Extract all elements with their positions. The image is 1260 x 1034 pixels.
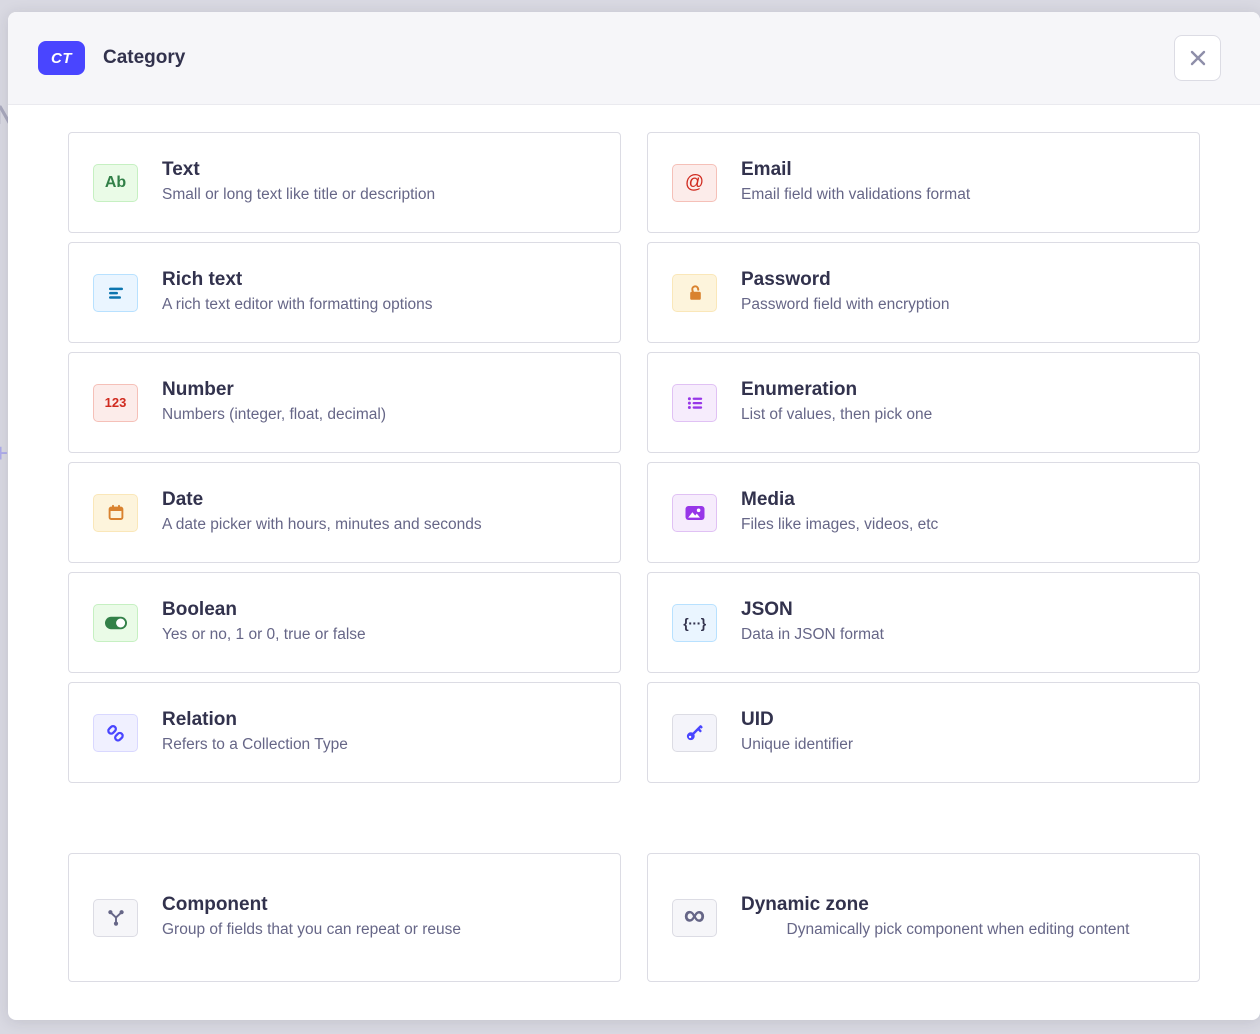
field-description: Small or long text like title or descrip… <box>162 186 436 204</box>
field-title: Rich text <box>162 268 243 290</box>
field-description: Unique identifier <box>741 736 854 754</box>
uid-icon <box>672 713 717 752</box>
modal-header: CT Category <box>8 12 1260 105</box>
field-title: Enumeration <box>741 378 858 400</box>
advanced-fields-grid: Component Group of fields that you can r… <box>68 853 1200 982</box>
field-title: Boolean <box>162 598 237 620</box>
field-description: Password field with encryption <box>741 296 950 314</box>
field-type-modal: CT Category Ab Text Small or long text l… <box>8 12 1260 1020</box>
content-type-badge: CT <box>38 41 85 75</box>
field-title: UID <box>741 708 774 730</box>
field-title: Dynamic zone <box>741 893 869 915</box>
field-description: Yes or no, 1 or 0, true or false <box>162 626 366 644</box>
enumeration-icon <box>672 383 717 422</box>
field-description: List of values, then pick one <box>741 406 933 424</box>
field-title: JSON <box>741 598 793 620</box>
rich-text-icon <box>93 273 138 312</box>
field-description: Email field with validations format <box>741 186 971 204</box>
field-title: Relation <box>162 708 237 730</box>
field-description: Files like images, videos, etc <box>741 516 939 534</box>
field-title: Number <box>162 378 234 400</box>
field-card-boolean[interactable]: Boolean Yes or no, 1 or 0, true or false <box>68 572 621 673</box>
field-description: Group of fields that you can repeat or r… <box>162 921 461 939</box>
field-card-media[interactable]: Media Files like images, videos, etc <box>647 462 1200 563</box>
field-card-json[interactable]: {···} JSON Data in JSON format <box>647 572 1200 673</box>
json-icon: {···} <box>672 603 717 642</box>
backdrop-plus-icon: + <box>0 438 9 468</box>
field-title: Password <box>741 268 831 290</box>
text-icon: Ab <box>93 163 138 202</box>
field-description: Refers to a Collection Type <box>162 736 348 754</box>
component-icon <box>93 898 138 937</box>
number-icon: 123 <box>93 383 138 422</box>
close-icon <box>1187 47 1209 69</box>
boolean-icon <box>93 603 138 642</box>
field-card-text[interactable]: Ab Text Small or long text like title or… <box>68 132 621 233</box>
field-description: Data in JSON format <box>741 626 884 644</box>
field-card-relation[interactable]: Relation Refers to a Collection Type <box>68 682 621 783</box>
field-card-date[interactable]: Date A date picker with hours, minutes a… <box>68 462 621 563</box>
password-icon <box>672 273 717 312</box>
field-card-number[interactable]: 123 Number Numbers (integer, float, deci… <box>68 352 621 453</box>
field-card-component[interactable]: Component Group of fields that you can r… <box>68 853 621 982</box>
field-title: Component <box>162 893 268 915</box>
field-card-email[interactable]: @ Email Email field with validations for… <box>647 132 1200 233</box>
default-fields-grid: Ab Text Small or long text like title or… <box>68 132 1200 783</box>
field-title: Email <box>741 158 792 180</box>
field-title: Media <box>741 488 795 510</box>
field-card-uid[interactable]: UID Unique identifier <box>647 682 1200 783</box>
field-title: Text <box>162 158 200 180</box>
field-card-password[interactable]: Password Password field with encryption <box>647 242 1200 343</box>
field-description: A date picker with hours, minutes and se… <box>162 516 482 534</box>
dynamic-zone-icon: ∞ <box>672 898 717 937</box>
media-icon <box>672 493 717 532</box>
field-card-dynamiczone[interactable]: ∞ Dynamic zone Dynamically pick componen… <box>647 853 1200 982</box>
field-description: A rich text editor with formatting optio… <box>162 296 433 314</box>
page-title: Category <box>103 47 186 68</box>
field-card-enumeration[interactable]: Enumeration List of values, then pick on… <box>647 352 1200 453</box>
field-card-richtext[interactable]: Rich text A rich text editor with format… <box>68 242 621 343</box>
close-button[interactable] <box>1174 35 1221 81</box>
email-icon: @ <box>672 163 717 202</box>
date-icon <box>93 493 138 532</box>
field-type-list: Ab Text Small or long text like title or… <box>8 105 1260 982</box>
field-description: Dynamically pick component when editing … <box>786 921 1130 939</box>
field-description: Numbers (integer, float, decimal) <box>162 406 386 424</box>
field-title: Date <box>162 488 204 510</box>
relation-icon <box>93 713 138 752</box>
